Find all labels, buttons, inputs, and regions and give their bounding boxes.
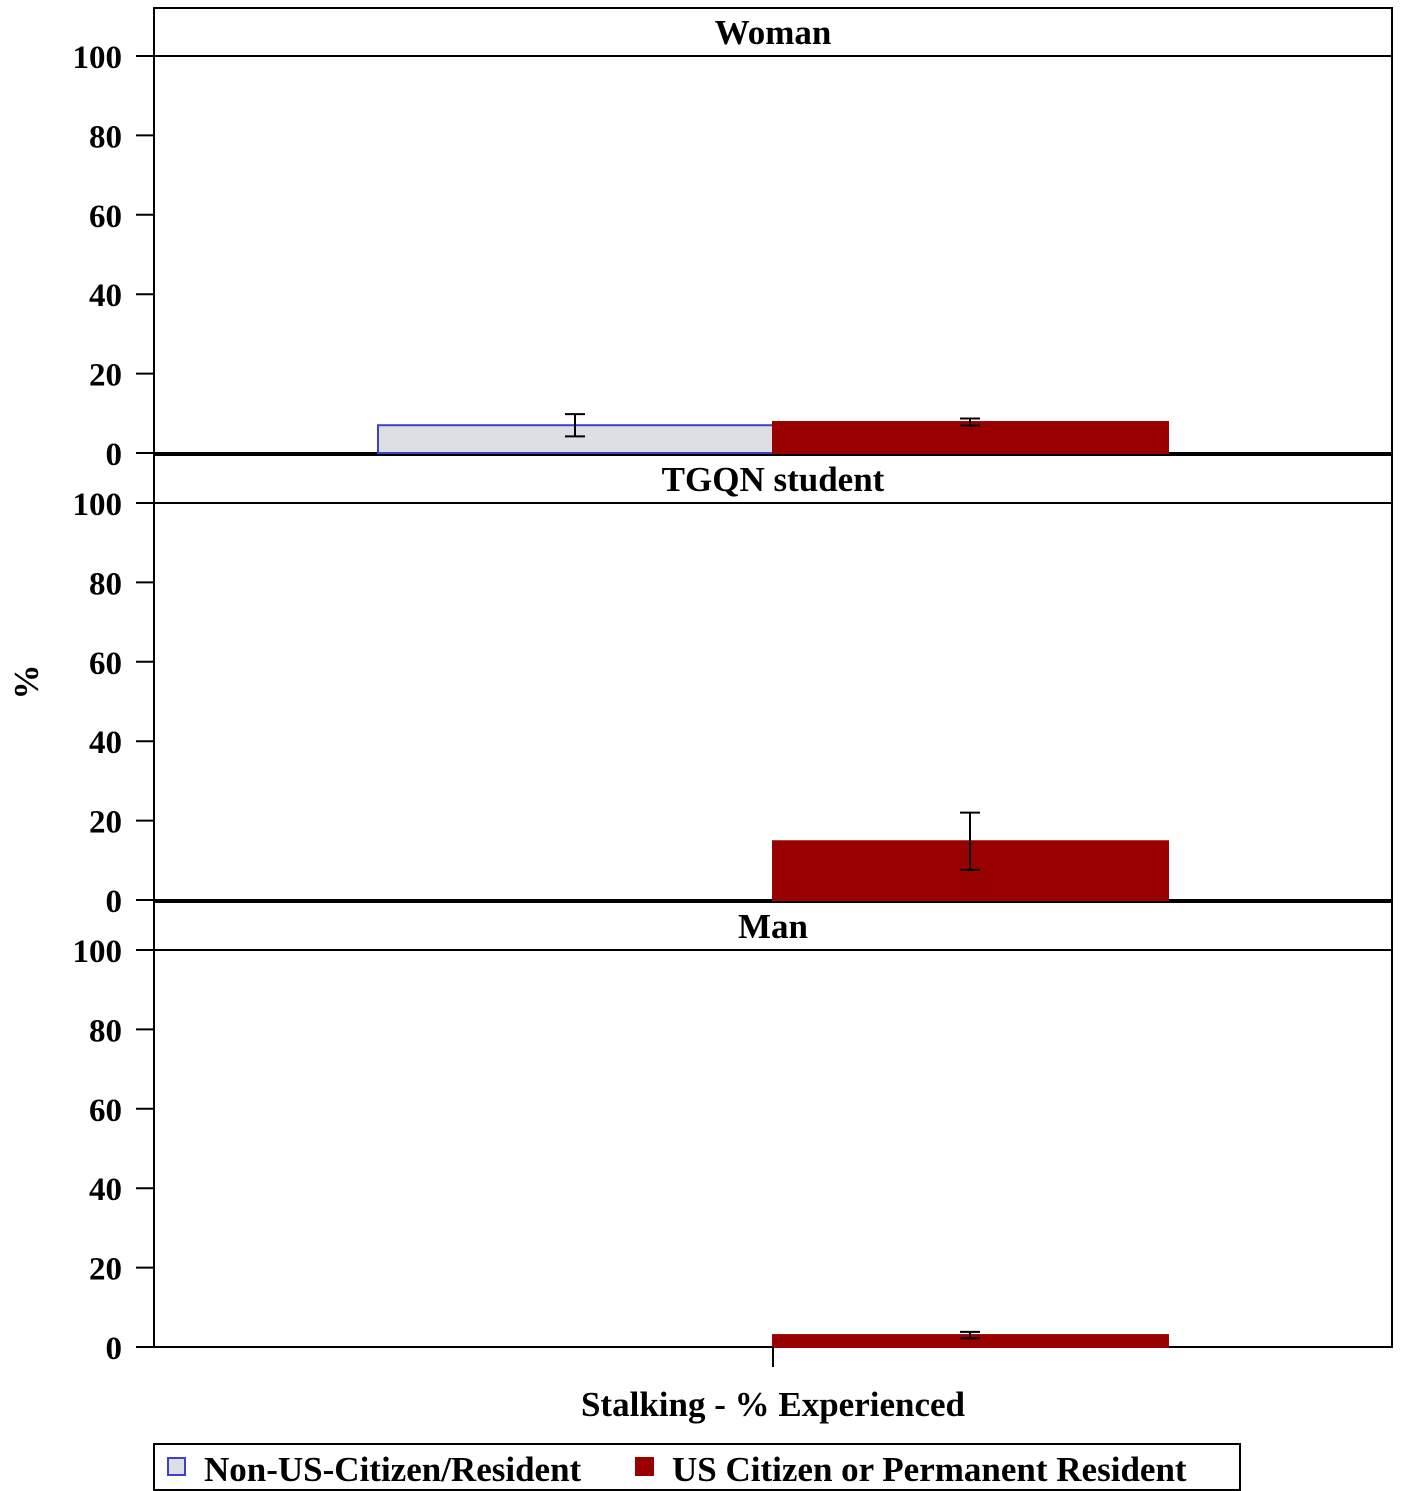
y-tick-label-man-100: 100: [73, 934, 123, 970]
y-tick-label-tgqn-student-60: 60: [89, 646, 122, 682]
panel-title-man: Man: [738, 907, 808, 946]
bar-woman-us-citizen: [772, 421, 1169, 454]
panel-frame-man: [153, 949, 1393, 1348]
y-tick-label-man-20: 20: [89, 1252, 122, 1288]
panel-title-woman: Woman: [715, 13, 832, 52]
panel-title-tgqn-student: TGQN student: [662, 460, 885, 499]
y-tick-label-tgqn-student-20: 20: [89, 805, 122, 841]
legend-label-us-citizen: US Citizen or Permanent Resident: [672, 1450, 1187, 1489]
y-tick-label-woman-60: 60: [89, 199, 122, 235]
panel-frame-woman: [153, 55, 1393, 454]
y-tick-label-woman-80: 80: [89, 119, 122, 155]
y-tick-label-woman-40: 40: [89, 278, 122, 314]
legend-swatch-non-us-citizen: [167, 1457, 186, 1476]
x-axis-title: Stalking - % Experienced: [581, 1385, 966, 1424]
panel-header-woman: [153, 7, 1393, 57]
y-tick-label-woman-0: 0: [106, 437, 123, 473]
y-tick-label-man-60: 60: [89, 1093, 122, 1129]
y-tick-label-woman-100: 100: [73, 40, 123, 76]
chart-panels: Woman 0 20 40 60 80 100 TGQN student 0 20 40 60 80 10…: [73, 7, 1393, 1367]
panel-frame-tgqn-student: [153, 502, 1393, 901]
y-tick-label-tgqn-student-100: 100: [73, 487, 123, 523]
legend: Non-US-Citizen/Resident US Citizen or Pe…: [153, 1443, 1241, 1491]
y-axis-title: %: [7, 665, 46, 700]
y-tick-label-man-80: 80: [89, 1013, 122, 1049]
y-tick-label-woman-20: 20: [89, 358, 122, 394]
legend-label-non-us-citizen: Non-US-Citizen/Resident: [204, 1450, 582, 1489]
y-tick-label-tgqn-student-80: 80: [89, 566, 122, 602]
legend-frame: [153, 1443, 1241, 1491]
y-tick-label-tgqn-student-0: 0: [106, 884, 123, 920]
y-tick-label-man-0: 0: [106, 1331, 123, 1367]
y-tick-label-man-40: 40: [89, 1172, 122, 1208]
y-tick-label-tgqn-student-40: 40: [89, 725, 122, 761]
legend-swatch-us-citizen: [635, 1457, 654, 1476]
